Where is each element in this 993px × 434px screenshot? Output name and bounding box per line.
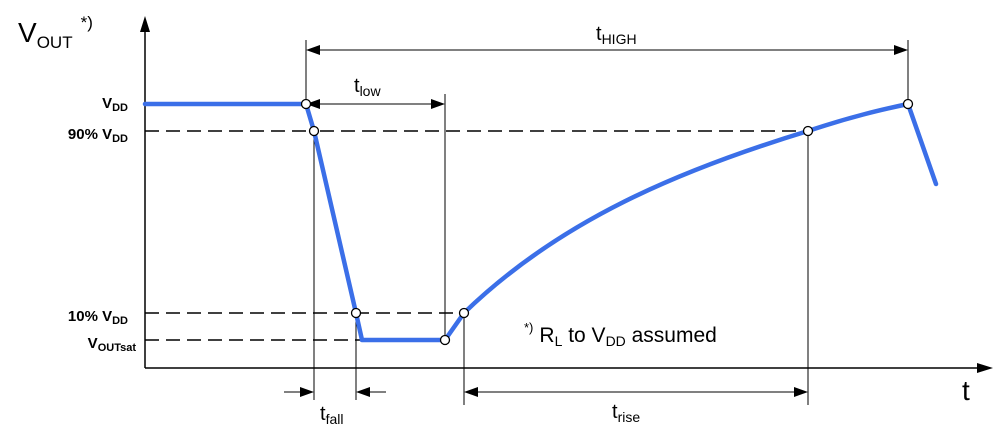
arrow-t-low-left-head <box>306 99 320 109</box>
footnote-r-sub: L <box>555 333 563 349</box>
y-axis-label-note: *) <box>81 13 93 32</box>
y-axis-arrowhead <box>140 16 150 32</box>
interval-label-t-low-sub: low <box>360 83 382 99</box>
interval-label-t-high-sub: HIGH <box>602 31 637 47</box>
marker-voutsat-end <box>439 334 451 346</box>
threshold-lines <box>145 130 806 341</box>
level-label-90-sub: DD <box>112 133 128 145</box>
footnote-to: to V <box>562 324 605 347</box>
interval-label-t-rise: trise <box>612 401 640 425</box>
level-label-10: 10% VDD <box>68 308 128 327</box>
y-axis-label-main: V <box>18 17 37 48</box>
interval-arrows <box>284 45 908 397</box>
y-axis-label: VOUT *) <box>18 13 93 52</box>
level-label-voutsat: VOUTsat <box>88 335 137 354</box>
interval-label-t-fall-main: t <box>320 403 326 425</box>
interval-label-t-low-main: t <box>354 75 360 97</box>
vout-waveform <box>142 101 939 343</box>
interval-label-t-low: tlow <box>354 75 381 99</box>
footnote-marker: *) <box>524 320 533 335</box>
level-label-90-main: 90% V <box>68 126 112 143</box>
level-label-vdd-sub: DD <box>112 102 128 114</box>
arrow-t-rise-left-head <box>464 387 478 397</box>
axes <box>140 16 993 373</box>
arrow-t-fall-right-head <box>356 387 370 397</box>
level-label-vdd-main: V <box>102 95 112 112</box>
x-axis-arrowhead <box>977 363 993 373</box>
arrow-t-low-right-head <box>431 99 445 109</box>
interval-label-t-fall-sub: fall <box>326 411 344 427</box>
arrow-t-fall-left-head <box>300 387 314 397</box>
arrow-t-high-left-head <box>306 45 320 55</box>
level-label-voutsat-main: V <box>88 335 98 352</box>
footnote-r: R <box>539 324 554 347</box>
arrow-t-rise-right-head <box>794 387 808 397</box>
marker-points <box>300 98 914 346</box>
footnote-tail: assumed <box>626 324 717 347</box>
arrow-t-high-right-head <box>894 45 908 55</box>
marker-90-fall <box>308 125 320 137</box>
marker-10-fall <box>350 307 362 319</box>
level-label-10-sub: DD <box>112 315 128 327</box>
interval-label-t-rise-main: t <box>612 401 618 423</box>
marker-90-rise <box>802 125 814 137</box>
footnote: *) RL to VDD assumed <box>524 320 717 349</box>
level-label-voutsat-sub: OUTsat <box>98 342 137 354</box>
y-axis-label-sub: OUT <box>37 33 73 52</box>
interval-label-t-high-main: t <box>596 23 602 45</box>
level-label-10-main: 10% V <box>68 308 112 325</box>
interval-label-t-fall: tfall <box>320 403 343 427</box>
footnote-vdd-sub: DD <box>606 333 626 349</box>
marker-vdd-start <box>300 98 312 110</box>
interval-label-t-rise-sub: rise <box>618 409 641 425</box>
marker-10-rise <box>458 307 470 319</box>
x-axis-label: t <box>962 375 970 406</box>
level-label-vdd: VDD <box>102 95 128 114</box>
level-label-90: 90% VDD <box>68 126 128 145</box>
marker-vdd-peak <box>902 98 914 110</box>
reference-lines <box>305 40 909 405</box>
interval-label-t-high: tHIGH <box>596 23 637 47</box>
